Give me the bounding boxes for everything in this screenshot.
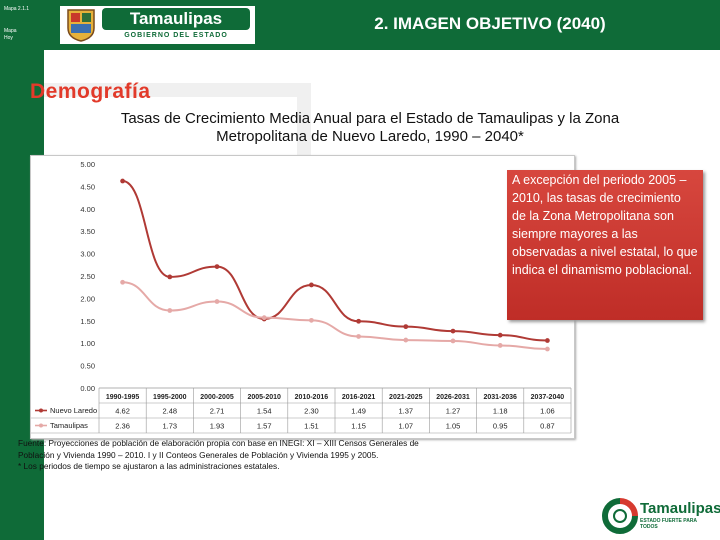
table-cell-value: 1.49	[351, 407, 366, 416]
y-tick-label: 1.50	[80, 317, 95, 326]
footnote: Fuente: Proyecciones de población de ela…	[18, 438, 518, 473]
data-point-nuevo-laredo	[214, 264, 220, 269]
data-point-nuevo-laredo	[356, 318, 361, 324]
y-tick-label: 4.00	[80, 205, 95, 214]
table-cell-value: 1.73	[162, 422, 177, 431]
table-cell-value: 1.54	[257, 407, 272, 416]
data-point-nuevo-laredo	[450, 328, 456, 334]
table-cell-value: 1.06	[540, 407, 555, 416]
footnote-line-2: Población y Vivienda 1990 – 2010. I y II…	[18, 449, 379, 460]
x-category-label: 2031-2036	[483, 394, 517, 401]
x-category-label: 2000-2005	[200, 394, 234, 401]
data-point-tamaulipas	[356, 334, 361, 339]
tamaulipas-logo: Tamaulipas GOBIERNO DEL ESTADO	[60, 6, 255, 44]
table-cell-value: 0.95	[493, 422, 508, 431]
slide-title: 2. IMAGEN OBJETIVO (2040)	[374, 14, 606, 33]
legend-label: Tamaulipas	[50, 421, 88, 430]
x-category-label: 2037-2040	[531, 394, 565, 401]
data-point-tamaulipas	[403, 337, 409, 343]
series-line-tamaulipas	[122, 281, 548, 351]
data-point-tamaulipas	[450, 338, 456, 344]
footnote-line-3: * Los periodos de tiempo se ajustaron a …	[18, 461, 280, 471]
y-tick-label: 2.50	[80, 272, 95, 281]
table-cell-value: 0.87	[540, 422, 555, 431]
header-tiny-text-1: Mapa 2.1.1	[4, 6, 30, 12]
table-cell-value: 1.07	[398, 422, 413, 431]
table-cell-value: 1.15	[351, 422, 366, 431]
data-point-tamaulipas	[261, 315, 267, 321]
data-point-tamaulipas	[120, 279, 125, 285]
table-cell-value: 1.37	[398, 407, 413, 416]
data-point-tamaulipas	[309, 317, 314, 323]
y-tick-label: 1.00	[80, 339, 95, 348]
legend-marker	[39, 423, 43, 428]
data-point-nuevo-laredo	[497, 332, 503, 338]
x-category-label: 2026-2031	[436, 394, 470, 401]
x-category-label: 1990-1995	[106, 394, 140, 401]
table-cell-value: 2.48	[162, 407, 177, 416]
chart-panel: 5.00 4.50 4.00 3.50 3.00 2.50 2.00 1.50 1.00 0.50…	[30, 155, 575, 439]
header-tiny-text-3: Hoy	[4, 35, 13, 41]
data-point-nuevo-laredo	[167, 274, 173, 280]
y-tick-label: 3.00	[80, 250, 95, 259]
header-tiny-text-2: Mapa	[4, 28, 17, 34]
chart-subtitle-line-1: Tasas de Crecimiento Media Anual para el…	[120, 110, 620, 127]
data-point-nuevo-laredo	[309, 282, 314, 288]
note-box: A excepción del periodo 2005 – 2010, las…	[507, 170, 703, 320]
table-cell-value: 1.57	[257, 422, 272, 431]
tamaulipas-mark-icon	[602, 498, 638, 534]
y-tick-label: 5.00	[80, 160, 95, 169]
bottom-logo-word: Tamaulipas	[640, 500, 720, 517]
chart-subtitle-line-2: Metropolitana de Nuevo Laredo, 1990 – 20…	[216, 128, 524, 145]
data-point-tamaulipas	[214, 299, 220, 304]
x-category-label: 1995-2000	[153, 394, 187, 401]
data-point-nuevo-laredo	[120, 178, 125, 184]
y-tick-label: 2.00	[80, 294, 95, 303]
y-tick-label: 3.50	[80, 227, 95, 236]
data-point-nuevo-laredo	[545, 338, 550, 343]
legend-marker	[39, 408, 43, 413]
x-category-label: 2021-2025	[389, 394, 423, 401]
table-cell-value: 2.71	[210, 407, 225, 416]
x-category-label: 2005-2010	[247, 394, 281, 401]
table-cell-value: 4.62	[115, 407, 130, 416]
x-category-label: 2010-2016	[295, 394, 329, 401]
logo-subtitle: GOBIERNO DEL ESTADO	[124, 32, 228, 39]
y-tick-label: 4.50	[80, 182, 95, 191]
data-point-tamaulipas	[497, 343, 503, 348]
table-cell-value: 1.05	[446, 422, 461, 431]
logo-wordmark: Tamaulipas	[102, 8, 250, 30]
data-point-tamaulipas	[167, 308, 173, 313]
table-cell-value: 2.30	[304, 407, 319, 416]
table-cell-value: 1.18	[493, 407, 508, 416]
table-cell-value: 1.93	[210, 422, 225, 431]
bottom-logo: Tamaulipas ESTADO FUERTE PARA TODOS	[600, 498, 720, 536]
chart-subtitle: Tasas de Crecimiento Media Anual para el…	[60, 110, 680, 146]
bottom-logo-sub: ESTADO FUERTE PARA TODOS	[640, 518, 697, 530]
legend-label: Nuevo Laredo	[50, 406, 97, 415]
table-cell-value: 2.36	[115, 422, 130, 431]
table-cell-value: 1.51	[304, 422, 319, 431]
data-point-tamaulipas	[545, 346, 550, 352]
y-tick-label: 0.00	[80, 384, 95, 393]
series-line-nuevo-laredo	[122, 180, 548, 342]
shield-icon	[67, 9, 95, 42]
table-cell-value: 1.27	[446, 407, 461, 416]
data-point-nuevo-laredo	[403, 324, 409, 330]
x-category-label: 2016-2021	[342, 394, 376, 401]
footnote-line-1: Fuente: Proyecciones de población de ela…	[18, 438, 419, 448]
y-tick-label: 0.50	[80, 362, 95, 371]
growth-rate-line-chart: 5.00 4.50 4.00 3.50 3.00 2.50 2.00 1.50 1.00 0.50…	[31, 160, 572, 434]
section-title: Demografía	[30, 80, 151, 103]
